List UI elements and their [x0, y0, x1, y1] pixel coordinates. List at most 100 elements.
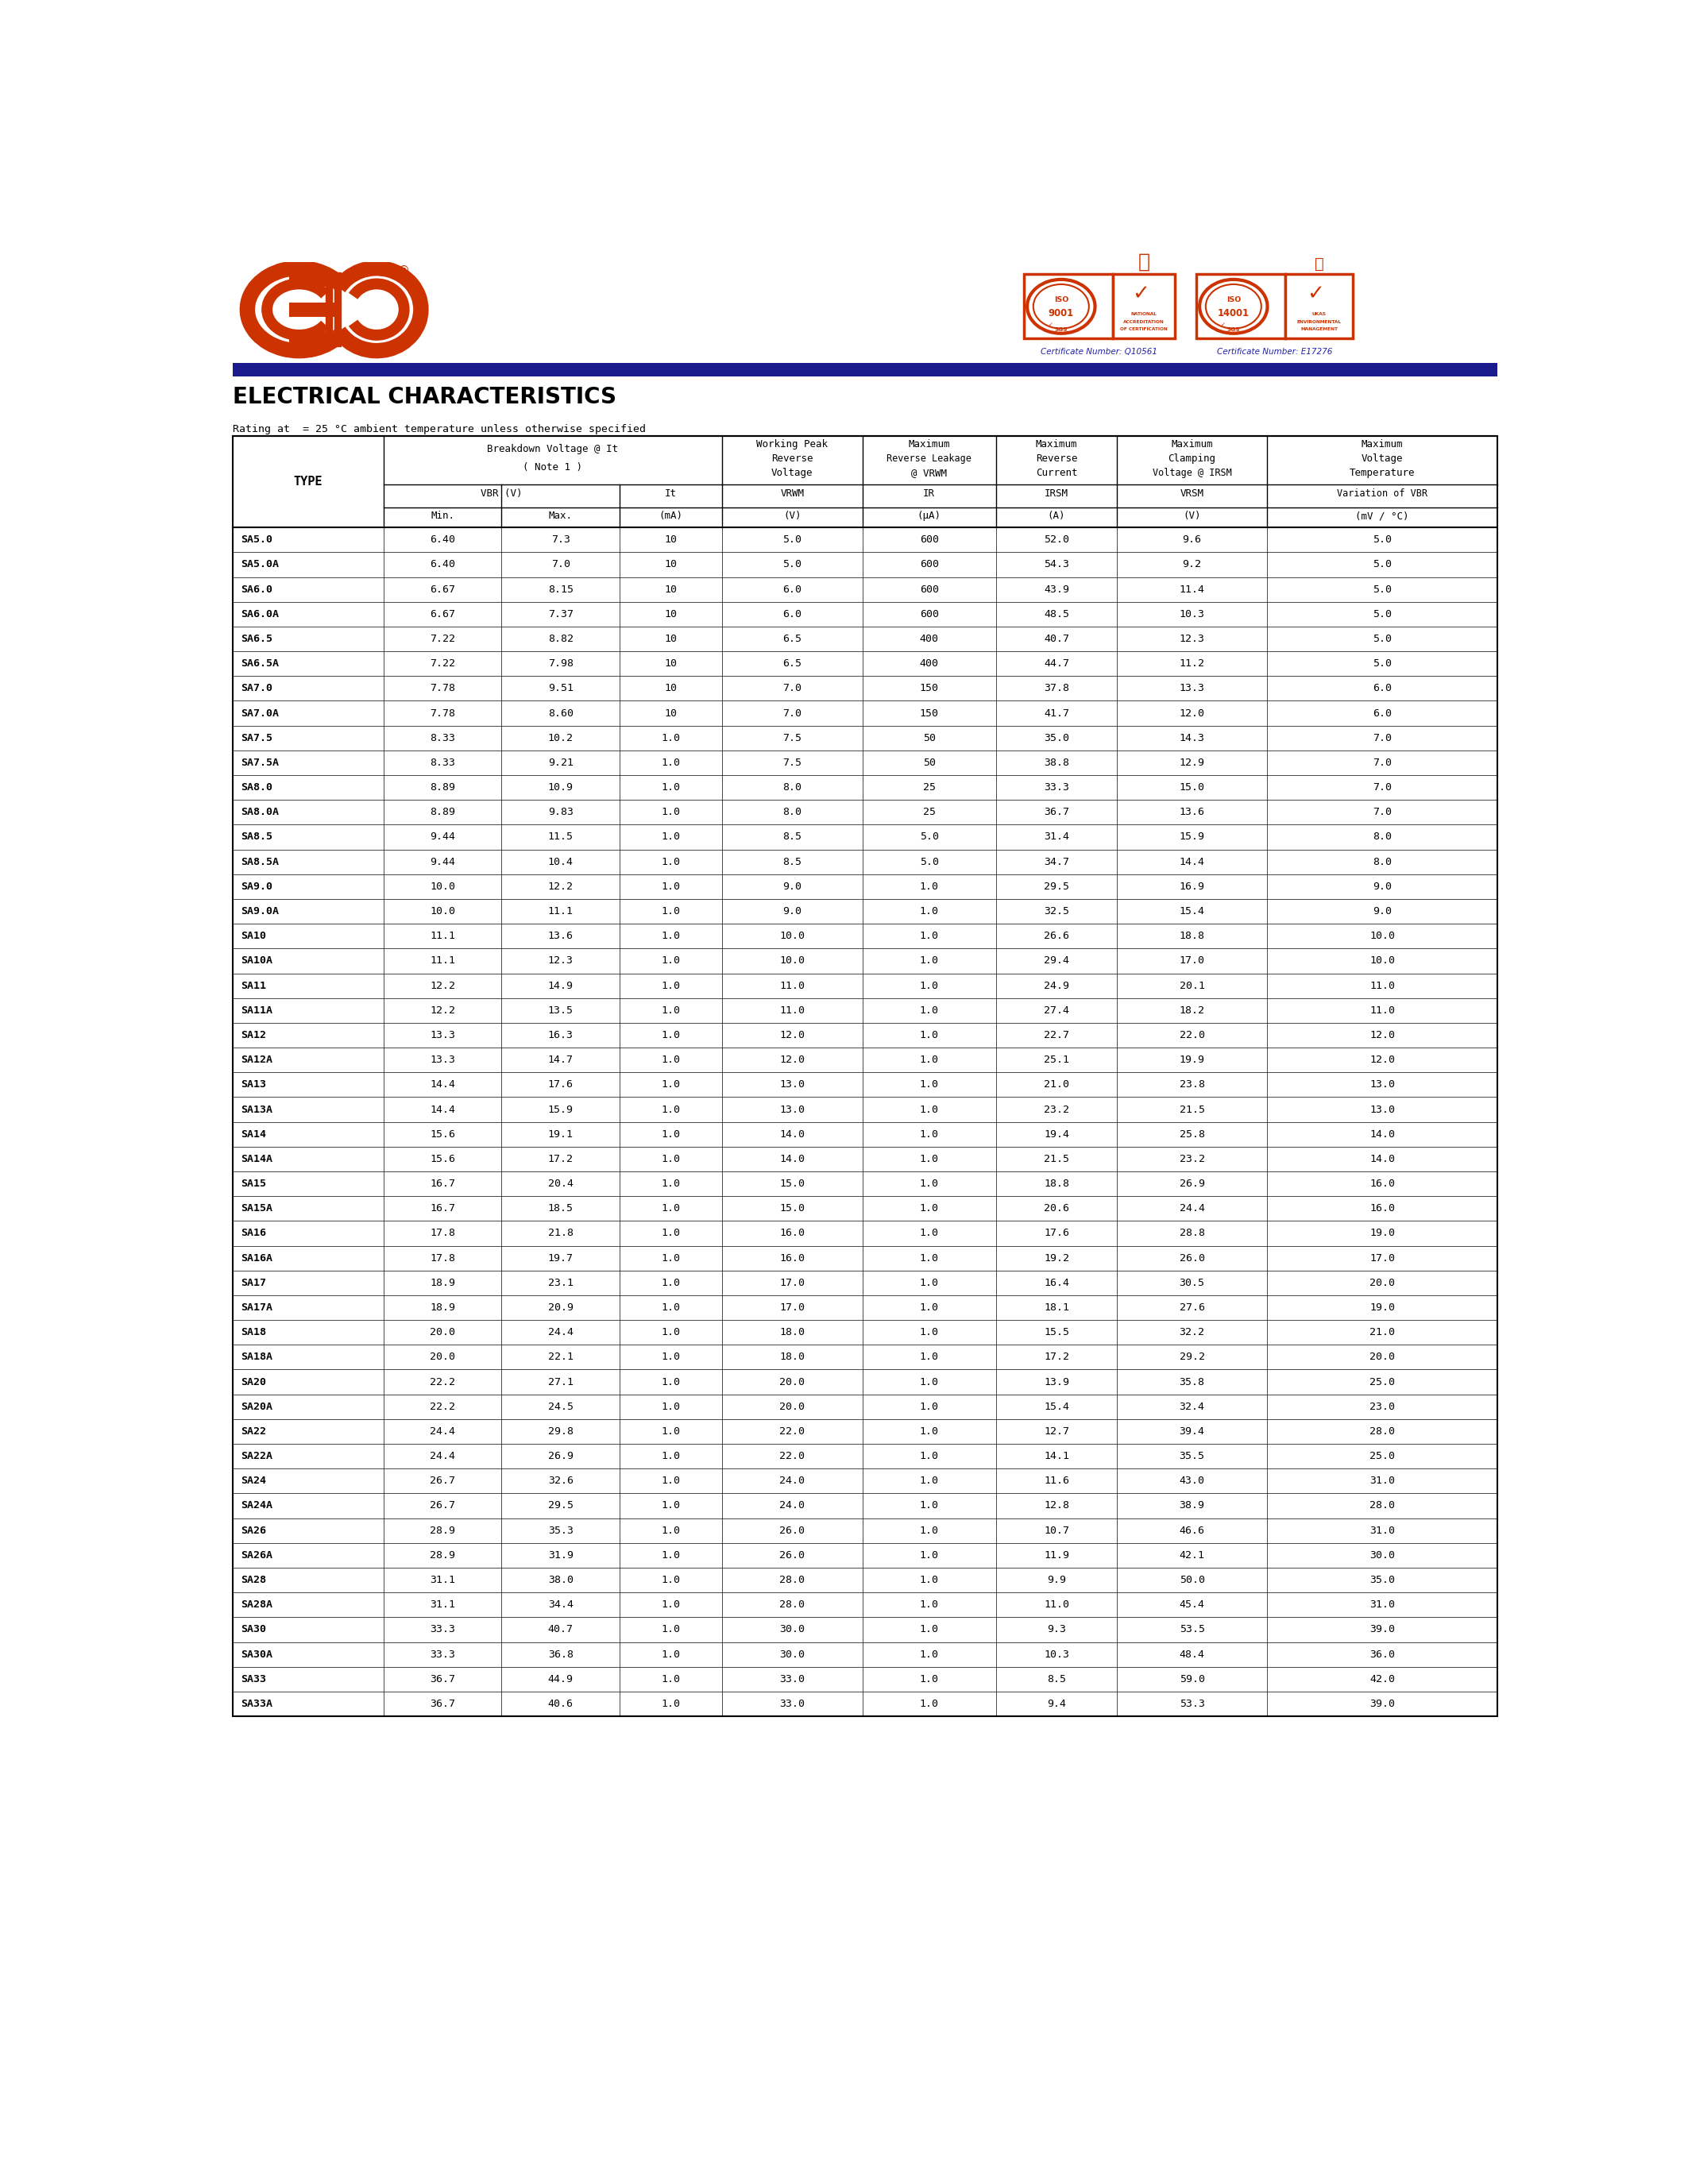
Text: 15.9: 15.9	[1180, 832, 1205, 843]
Text: SA9.0: SA9.0	[241, 882, 272, 891]
Text: 9.0: 9.0	[1372, 906, 1391, 917]
Text: 1.0: 1.0	[920, 1352, 939, 1363]
Text: SA11: SA11	[241, 981, 267, 992]
Text: 20.9: 20.9	[549, 1302, 574, 1313]
Text: 35.0: 35.0	[1369, 1575, 1394, 1586]
Text: 8.5: 8.5	[1047, 1673, 1067, 1684]
Text: 18.5: 18.5	[549, 1203, 574, 1214]
Text: 1.0: 1.0	[662, 1352, 680, 1363]
Text: 10: 10	[665, 708, 677, 719]
Text: Temperature: Temperature	[1349, 467, 1415, 478]
Text: 150: 150	[920, 708, 939, 719]
Text: 30.0: 30.0	[1369, 1551, 1394, 1559]
Text: 👑: 👑	[1138, 251, 1150, 271]
Text: 53.5: 53.5	[1180, 1625, 1205, 1636]
Text: VRWM: VRWM	[780, 489, 803, 498]
Text: 1.0: 1.0	[920, 1031, 939, 1040]
Bar	[1112, 275, 1175, 339]
Text: 10.0: 10.0	[1369, 930, 1394, 941]
Text: 12.2: 12.2	[549, 882, 574, 891]
Text: 9.44: 9.44	[430, 832, 456, 843]
Text: 11.1: 11.1	[430, 957, 456, 965]
Text: 19.0: 19.0	[1369, 1302, 1394, 1313]
Text: 1.0: 1.0	[662, 1227, 680, 1238]
Text: 6.0: 6.0	[783, 585, 802, 594]
Text: 8.33: 8.33	[430, 758, 456, 769]
Text: 13.0: 13.0	[1369, 1105, 1394, 1114]
Text: 10.0: 10.0	[780, 930, 805, 941]
Text: 25.1: 25.1	[1043, 1055, 1069, 1066]
Text: 13.5: 13.5	[549, 1005, 574, 1016]
Text: 1.0: 1.0	[920, 1625, 939, 1636]
Text: 11.1: 11.1	[430, 930, 456, 941]
Text: SA11A: SA11A	[241, 1005, 272, 1016]
Text: SA33A: SA33A	[241, 1699, 272, 1710]
Text: 5.0: 5.0	[920, 832, 939, 843]
Text: 9.21: 9.21	[549, 758, 574, 769]
Text: 15.0: 15.0	[780, 1179, 805, 1188]
Text: 33.0: 33.0	[780, 1673, 805, 1684]
Text: 5.0: 5.0	[783, 559, 802, 570]
Text: SA10: SA10	[241, 930, 267, 941]
Text: ENVIRONMENTAL: ENVIRONMENTAL	[1296, 319, 1342, 323]
Text: SA17: SA17	[241, 1278, 267, 1289]
Text: (V): (V)	[1183, 511, 1200, 522]
Text: 18.0: 18.0	[780, 1328, 805, 1337]
Text: ACCREDITATION: ACCREDITATION	[1123, 319, 1165, 323]
Text: 7.98: 7.98	[549, 660, 574, 668]
Text: 14.3: 14.3	[1180, 734, 1205, 743]
Text: 8.60: 8.60	[549, 708, 574, 719]
Text: 36.7: 36.7	[430, 1673, 456, 1684]
Text: 15.6: 15.6	[430, 1153, 456, 1164]
Text: Maximum: Maximum	[1361, 439, 1403, 450]
Text: 1.0: 1.0	[920, 1203, 939, 1214]
Text: 54.3: 54.3	[1043, 559, 1069, 570]
Text: 17.2: 17.2	[1043, 1352, 1069, 1363]
Text: 20.1: 20.1	[1180, 981, 1205, 992]
Text: 20.0: 20.0	[430, 1328, 456, 1337]
Text: 45.4: 45.4	[1180, 1599, 1205, 1610]
Text: SA17A: SA17A	[241, 1302, 272, 1313]
Text: 14.4: 14.4	[430, 1105, 456, 1114]
Text: 38.0: 38.0	[549, 1575, 574, 1586]
Text: 41.7: 41.7	[1043, 708, 1069, 719]
Text: 7.0: 7.0	[1372, 758, 1391, 769]
Text: 7.37: 7.37	[549, 609, 574, 620]
Text: 11.0: 11.0	[780, 981, 805, 992]
Text: 26.9: 26.9	[549, 1450, 574, 1461]
Text: 22.0: 22.0	[780, 1426, 805, 1437]
Text: 34.7: 34.7	[1043, 856, 1069, 867]
Text: 10.0: 10.0	[430, 906, 456, 917]
Text: 5.0: 5.0	[1372, 559, 1391, 570]
Text: SA6.5A: SA6.5A	[241, 660, 279, 668]
Text: 31.1: 31.1	[430, 1599, 456, 1610]
Text: 46.6: 46.6	[1180, 1524, 1205, 1535]
Text: 1.0: 1.0	[662, 1649, 680, 1660]
Text: ®: ®	[398, 264, 410, 277]
Text: @ VRWM: @ VRWM	[912, 467, 947, 478]
Text: 15.5: 15.5	[1043, 1328, 1069, 1337]
Text: 1.0: 1.0	[920, 930, 939, 941]
Text: 13.3: 13.3	[1180, 684, 1205, 695]
Text: 40.6: 40.6	[549, 1699, 574, 1710]
Text: 10: 10	[665, 660, 677, 668]
Text: 39.4: 39.4	[1180, 1426, 1205, 1437]
Text: 7.3: 7.3	[552, 535, 571, 546]
Text: MANAGEMENT: MANAGEMENT	[1300, 328, 1339, 332]
Text: 13.6: 13.6	[1180, 808, 1205, 817]
Text: 24.0: 24.0	[780, 1500, 805, 1511]
Text: 31.0: 31.0	[1369, 1476, 1394, 1485]
Text: 19.9: 19.9	[1180, 1055, 1205, 1066]
Text: 1.0: 1.0	[920, 1328, 939, 1337]
Text: 8.5: 8.5	[783, 832, 802, 843]
Text: 21.0: 21.0	[1369, 1328, 1394, 1337]
Text: 1.0: 1.0	[920, 1426, 939, 1437]
Text: 1.0: 1.0	[662, 1005, 680, 1016]
Text: 16.3: 16.3	[549, 1031, 574, 1040]
Text: 20.0: 20.0	[780, 1402, 805, 1411]
Text: 23.1: 23.1	[549, 1278, 574, 1289]
Text: SA15A: SA15A	[241, 1203, 272, 1214]
Text: SA6.0A: SA6.0A	[241, 609, 279, 620]
Text: 36.7: 36.7	[1043, 808, 1069, 817]
Text: 9.9: 9.9	[1047, 1575, 1067, 1586]
